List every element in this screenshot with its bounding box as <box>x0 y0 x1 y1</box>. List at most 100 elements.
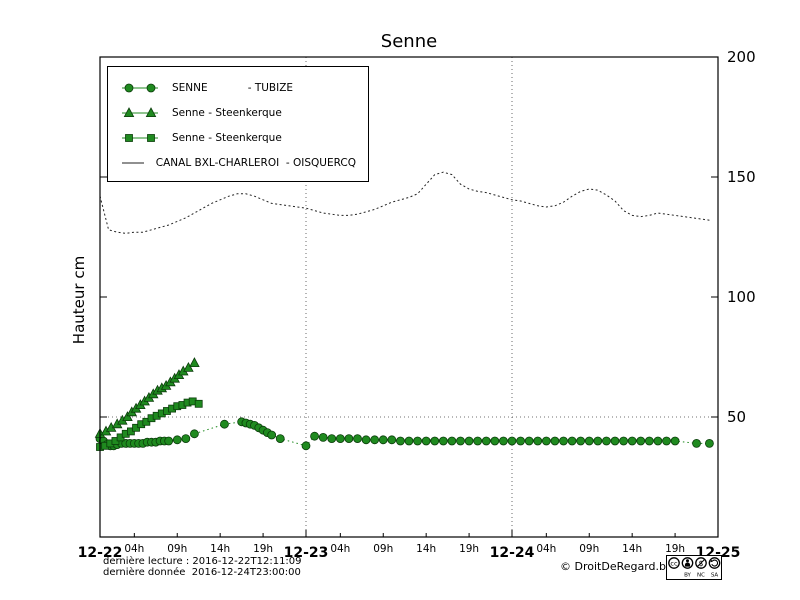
circle-data-marker <box>705 438 714 448</box>
x-minor-tick-label: 04h <box>536 543 556 555</box>
circle-data-marker <box>275 434 285 444</box>
circle-data-marker <box>524 436 534 446</box>
svg-text:cc: cc <box>670 559 678 567</box>
circle-data-marker <box>692 438 701 448</box>
circle-data-marker <box>267 430 277 440</box>
x-minor-tick-label: 14h <box>210 543 230 555</box>
circle-data-marker <box>310 431 319 441</box>
circle-data-marker <box>653 436 663 446</box>
square-marker-icon <box>122 133 158 142</box>
legend: SENNE - TUBIZE Senne - Steenkerque Senne… <box>107 66 369 182</box>
x-minor-tick-label: 04h <box>124 543 144 555</box>
circle-data-marker <box>327 434 337 444</box>
x-minor-tick-label: 19h <box>665 543 685 555</box>
circle-data-marker <box>378 435 388 445</box>
circle-data-marker <box>387 435 397 445</box>
circle-data-marker <box>507 436 517 446</box>
circle-data-marker <box>353 434 362 444</box>
x-major-tick-label: 12-24 <box>490 545 535 561</box>
y-axis-label: Hauteur cm <box>70 255 88 345</box>
circle-data-marker <box>456 436 465 446</box>
circle-data-marker <box>413 436 422 446</box>
circle-data-marker <box>361 435 371 445</box>
x-minor-tick-label: 19h <box>253 543 273 555</box>
circle-data-marker <box>619 436 628 446</box>
last-reading-text: dernière lecture : 2016-12-22T12:11:09 <box>103 556 302 567</box>
x-major-tick-label: 12-22 <box>78 545 123 561</box>
svg-text:BY: BY <box>684 573 691 579</box>
circle-data-marker <box>318 432 328 442</box>
circle-data-marker <box>335 434 345 444</box>
circle-data-marker <box>464 436 474 446</box>
circle-data-marker <box>447 436 457 446</box>
chart-title: Senne <box>380 31 438 52</box>
svg-text:SA: SA <box>711 573 719 579</box>
legend-label: Senne - Steenkerque <box>172 106 282 119</box>
circle-data-marker <box>670 436 680 446</box>
x-minor-tick-label: 09h <box>167 543 187 555</box>
y-tick-label: 100 <box>727 288 756 306</box>
x-minor-tick-label: 09h <box>373 543 393 555</box>
triangle-data-marker <box>189 357 200 367</box>
legend-item-steenkerque-triangle: Senne - Steenkerque <box>108 100 368 125</box>
svg-text:NC: NC <box>697 573 705 579</box>
circle-data-marker <box>404 436 414 446</box>
x-minor-tick-label: 09h <box>579 543 599 555</box>
circle-data-marker <box>190 429 199 439</box>
x-minor-tick-label: 19h <box>459 543 479 555</box>
circle-data-marker <box>172 435 182 445</box>
circle-data-marker <box>584 436 594 446</box>
circle-data-marker <box>370 435 380 445</box>
circle-data-marker <box>499 436 508 446</box>
triangle-data-marker <box>122 411 133 421</box>
circle-data-marker <box>610 436 620 446</box>
circle-data-marker <box>301 441 311 451</box>
y-tick-label: 50 <box>727 408 746 426</box>
circle-data-marker <box>421 436 431 446</box>
circle-data-marker <box>473 436 483 446</box>
legend-item-steenkerque-square: Senne - Steenkerque <box>108 125 368 150</box>
x-major-tick-label: 12-23 <box>284 545 329 561</box>
legend-item-canal: CANAL BXL-CHARLEROI - OISQUERCQ <box>108 150 368 175</box>
circle-data-marker <box>481 436 491 446</box>
x-minor-tick-label: 04h <box>330 543 350 555</box>
circle-data-marker <box>490 436 500 446</box>
legend-label: CANAL BXL-CHARLEROI - OISQUERCQ <box>155 156 356 169</box>
legend-item-tubize: SENNE - TUBIZE <box>108 75 368 100</box>
circle-marker-icon <box>122 83 158 92</box>
y-tick-label: 200 <box>727 48 756 66</box>
circle-data-marker <box>430 436 440 446</box>
square-data-marker <box>194 399 203 408</box>
y-tick-label: 150 <box>727 168 756 186</box>
circle-data-marker <box>438 436 448 446</box>
last-data-text: dernière donnée 2016-12-24T23:00:00 <box>103 567 301 578</box>
legend-label: Senne - Steenkerque <box>172 131 282 144</box>
circle-data-marker <box>164 436 174 446</box>
circle-data-marker <box>593 436 603 446</box>
cc-license-badge: cc $ BY NC SA <box>666 555 722 580</box>
circle-data-marker <box>533 436 543 446</box>
circle-data-marker <box>644 436 654 446</box>
triangle-marker-icon <box>122 106 158 117</box>
copyright-text: © DroitDeRegard.be <box>560 560 673 573</box>
circle-data-marker <box>576 436 586 446</box>
x-minor-tick-label: 14h <box>622 543 642 555</box>
circle-data-marker <box>567 436 577 446</box>
circle-data-marker <box>550 436 560 446</box>
circle-data-marker <box>181 434 191 444</box>
legend-label: SENNE - TUBIZE <box>172 81 294 94</box>
circle-data-marker <box>602 436 611 446</box>
circle-data-marker <box>559 436 568 446</box>
series-line <box>99 171 710 234</box>
circle-data-marker <box>396 436 405 446</box>
circle-data-marker <box>541 436 551 446</box>
circle-data-marker <box>662 436 671 446</box>
circle-data-marker <box>220 419 229 429</box>
circle-data-marker <box>627 436 637 446</box>
triangle-data-marker <box>183 361 194 372</box>
line-marker-icon <box>122 162 144 163</box>
x-minor-tick-label: 14h <box>416 543 436 555</box>
circle-data-marker <box>344 434 354 444</box>
